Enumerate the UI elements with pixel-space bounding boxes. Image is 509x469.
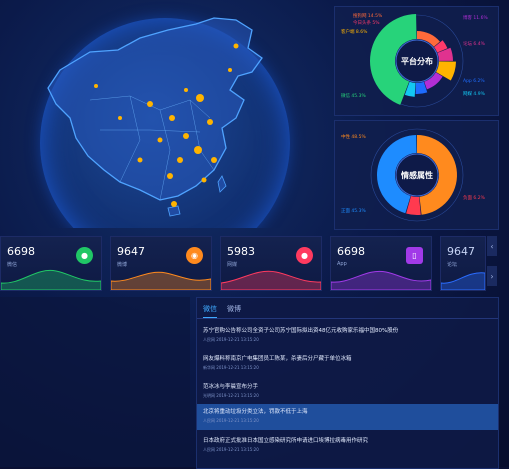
- tab-divider: [197, 318, 498, 319]
- donut-label-1: 负面 6.2%: [463, 194, 486, 201]
- wechat-icon: ●: [76, 247, 93, 264]
- china-map-panel: [0, 0, 328, 228]
- news-meta: 人民网 2019-12-21 13:15:20: [203, 418, 259, 423]
- news-panel: 微信 微博 苏宁官购公告称公司全资子公司苏宁国际拟出资48亿元收购家乐福中国80…: [196, 297, 499, 469]
- sentiment-panel: 情感属性 中性 48.5% 负面 6.2% 正面 45.3%: [334, 120, 499, 230]
- donut-slice-5: [415, 81, 428, 94]
- donut-center: [395, 153, 439, 197]
- donut-slice-1: [434, 40, 448, 53]
- donut-label-5: App 6.2%: [463, 78, 485, 84]
- tab-wechat[interactable]: 微信: [203, 304, 217, 318]
- news-meta: 人民网 2019-12-21 13:15:20: [203, 447, 259, 452]
- donut-slice-0: [417, 31, 440, 47]
- donut-slice-2: [437, 47, 453, 61]
- stat-label: 网媒: [227, 262, 238, 268]
- stat-card-forum[interactable]: 9647 论坛: [440, 236, 486, 291]
- news-title: 日本政府正式批准日本国立感染研究所申请进口埃博拉病毒用作研究: [203, 438, 369, 444]
- stat-card-wechat[interactable]: 6698 微信 ●: [0, 236, 102, 291]
- donut-slice-1: [406, 196, 421, 215]
- stat-value: 9647: [447, 245, 475, 258]
- stat-label: 微信: [7, 262, 18, 268]
- news-meta: 新华网 2019-12-21 13:15:20: [203, 365, 259, 370]
- donut-outer-ring: [370, 128, 464, 222]
- stat-card-weibo[interactable]: 9647 微博 ◉: [110, 236, 212, 291]
- stat-value: 6698: [337, 245, 365, 258]
- news-item[interactable]: 范冰冰与李晨宣布分手 光明网 2019-12-21 13:15:20: [203, 382, 493, 399]
- stat-label: 微博: [117, 262, 128, 268]
- phone-icon: ▯: [406, 247, 423, 264]
- left-bottom-panel: [0, 297, 190, 467]
- sentiment-donut-chart: 情感属性 中性 48.5% 负面 6.2% 正面 45.3%: [341, 128, 486, 222]
- news-meta: 光明网 2019-12-21 13:15:20: [203, 393, 259, 398]
- news-title: 范冰冰与李晨宣布分手: [203, 384, 259, 390]
- news-tabs: 微信 微博: [203, 304, 241, 318]
- tab-weibo[interactable]: 微博: [227, 305, 241, 313]
- donut-title: 情感属性: [400, 170, 433, 180]
- donut-label-1: 今日头条 5%: [353, 19, 380, 26]
- stat-label: App: [337, 261, 347, 267]
- prev-arrow-button[interactable]: ‹: [487, 236, 497, 256]
- donut-label-4: 博客 11.6%: [463, 14, 488, 21]
- stat-label: 论坛: [447, 262, 458, 268]
- news-title: 网友爆料称南京广电集团员工陈某，杀妻后分尸藏于单位冰箱: [203, 356, 352, 362]
- donut-slice-6: [404, 81, 416, 97]
- donut-slice-7: [370, 14, 417, 105]
- donut-title: 平台分布: [401, 56, 433, 66]
- donut-label-2: 正面 45.3%: [341, 208, 366, 214]
- news-title: 苏宁官购公告称公司全资子公司苏宁国际拟出资48亿元收购家乐福中国80%股份: [203, 328, 399, 334]
- news-title: 北京将重动垃圾分类立法，罚款不低于上海: [203, 409, 308, 415]
- news-item-highlighted[interactable]: 北京将重动垃圾分类立法，罚款不低于上海 人民网 2019-12-21 13:15…: [197, 404, 498, 430]
- stat-value: 6698: [7, 245, 35, 258]
- donut-label-0: 中性 48.5%: [341, 133, 366, 140]
- stat-value: 5983: [227, 245, 255, 258]
- stat-card-webmedia[interactable]: 5983 网媒 ●: [220, 236, 322, 291]
- donut-slice-4: [424, 72, 443, 90]
- donut-label-3: 客户端 8.6%: [341, 28, 368, 35]
- china-map: [47, 17, 263, 217]
- news-meta: 人民网 2019-12-21 13:15:20: [203, 337, 259, 342]
- stat-value: 9647: [117, 245, 145, 258]
- stat-card-app[interactable]: 6698 App ▯: [330, 236, 432, 291]
- platform-donut-chart: 平台分布 搜狗网 14.5%今日头条 5% 论坛 6.4% 客户端 8.6% 博客 11…: [341, 12, 488, 108]
- donut-label-6: 网媒 4.9%: [463, 90, 486, 97]
- weibo-icon: ◉: [186, 247, 203, 264]
- donut-slice-0: [417, 135, 457, 215]
- news-item[interactable]: 苏宁官购公告称公司全资子公司苏宁国际拟出资48亿元收购家乐福中国80%股份 人民…: [203, 326, 493, 343]
- china-outline: [47, 17, 263, 201]
- donut-center: [395, 39, 439, 83]
- platform-distribution-panel: 平台分布 搜狗网 14.5% 今日头条 5% 论坛 6.4% 客户端 8.6% 博客 11…: [334, 6, 499, 116]
- news-item[interactable]: 日本政府正式批准日本国立感染研究所申请进口埃博拉病毒用作研究 人民网 2019-…: [203, 436, 493, 453]
- donut-label-7: 微信 45.3%: [341, 92, 366, 99]
- donut-label-0: 搜狗网 14.5%: [353, 12, 383, 19]
- city-dots: [94, 43, 239, 207]
- next-arrow-button[interactable]: ›: [487, 266, 497, 286]
- donut-slice-2: [377, 135, 417, 214]
- donut-slice-3: [436, 61, 456, 81]
- news-item[interactable]: 网友爆料称南京广电集团员工陈某，杀妻后分尸藏于单位冰箱 新华网 2019-12-…: [203, 354, 493, 371]
- location-icon: ●: [296, 247, 313, 264]
- donut-label-2: 论坛 6.4%: [463, 40, 486, 47]
